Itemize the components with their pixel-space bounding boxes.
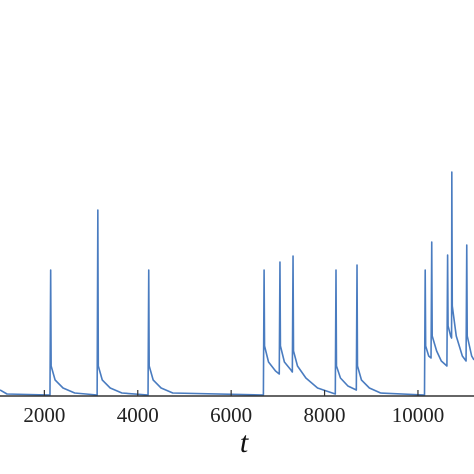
- x-tick-label: 8000: [304, 403, 346, 427]
- x-tick-label: 10000: [392, 403, 445, 427]
- x-tick-label: 2000: [23, 403, 65, 427]
- x-tick-label: 4000: [117, 403, 159, 427]
- data-line: [0, 171, 474, 396]
- x-tick-label: 6000: [210, 403, 252, 427]
- x-axis-label: t: [240, 426, 249, 459]
